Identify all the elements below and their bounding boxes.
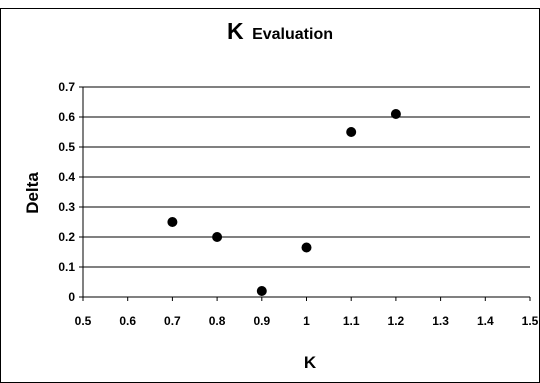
plot-area: 0 0.1 0.2 0.3 0.4 0.5 0.6 0.7 0.5 0.6 0.7 0.8 0.9 1 1.… xyxy=(58,80,538,328)
x-tick-label: 1 xyxy=(303,314,310,328)
x-tick-label: 0.8 xyxy=(209,314,226,328)
x-axis-title: K xyxy=(304,353,317,372)
y-tick-label: 0.5 xyxy=(58,140,75,154)
x-tick-label: 0.7 xyxy=(164,314,181,328)
data-point xyxy=(346,127,357,137)
y-tick-label: 0 xyxy=(68,290,75,304)
x-tick-label: 0.6 xyxy=(119,314,136,328)
data-point xyxy=(256,286,267,296)
x-tick-label: 1.5 xyxy=(522,314,539,328)
y-tick-label: 0.3 xyxy=(58,200,75,214)
data-point xyxy=(390,109,401,119)
x-tick-label: 1.2 xyxy=(388,314,405,328)
x-tick-label: 1.4 xyxy=(477,314,494,328)
y-axis-title: Delta xyxy=(23,172,42,214)
chart-border xyxy=(0,8,540,383)
chart-title: K Evaluation xyxy=(227,18,333,44)
y-tick-label: 0.1 xyxy=(58,260,75,274)
x-tick-label: 0.5 xyxy=(75,314,92,328)
x-tick-label: 0.9 xyxy=(253,314,270,328)
y-tick-label: 0.4 xyxy=(58,170,75,184)
x-tick-label: 1.3 xyxy=(432,314,449,328)
y-tick-label: 0.7 xyxy=(58,80,75,94)
data-point xyxy=(301,242,312,253)
chart-title-main: K xyxy=(227,18,244,44)
data-point xyxy=(212,232,223,242)
y-tick-label: 0.6 xyxy=(58,110,75,124)
data-point xyxy=(167,217,178,227)
y-tick-label: 0.2 xyxy=(58,230,75,244)
x-tick-label: 1.1 xyxy=(343,314,360,328)
chart-title-sub: Evaluation xyxy=(252,26,333,43)
